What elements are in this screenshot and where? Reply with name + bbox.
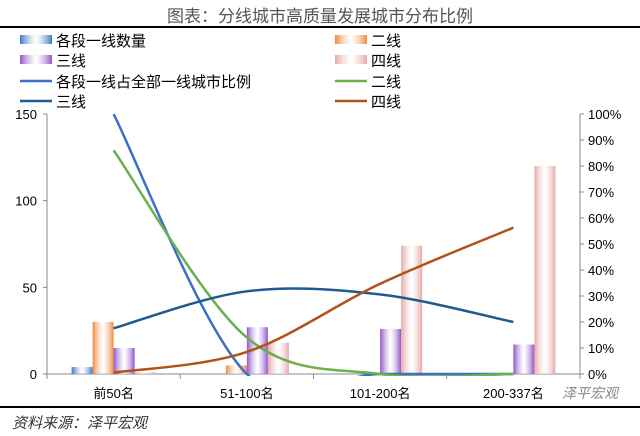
bar <box>134 372 156 374</box>
right-tick-label: 60% <box>588 211 614 226</box>
legend-label: 二线 <box>371 74 401 91</box>
legend-label: 二线 <box>371 33 401 50</box>
left-tick-label: 0 <box>30 367 37 382</box>
bar <box>380 328 402 374</box>
right-tick-label: 20% <box>588 315 614 330</box>
bar <box>401 245 423 374</box>
right-tick-label: 30% <box>588 289 614 304</box>
right-tick-label: 90% <box>588 133 614 148</box>
series-line <box>113 287 514 330</box>
left-tick-label: 150 <box>15 107 37 122</box>
source-note: 资料来源：泽平宏观 <box>12 414 148 432</box>
legend-label: 各段一线占全部一线城市比例 <box>56 73 251 91</box>
legend-label: 各段一线数量 <box>56 33 146 50</box>
legend-label: 四线 <box>371 94 401 111</box>
bar <box>513 344 535 374</box>
legend-label: 四线 <box>371 53 401 70</box>
bar <box>225 365 247 374</box>
legend-swatch <box>335 35 367 44</box>
x-tick-label: 101-200名 <box>350 386 411 401</box>
left-tick-label: 50 <box>23 280 37 295</box>
right-tick-label: 10% <box>588 341 614 356</box>
bar <box>534 166 556 374</box>
legend-label: 三线 <box>56 94 86 111</box>
right-tick-label: 0% <box>588 367 607 382</box>
bar <box>71 367 93 374</box>
legend-swatch <box>20 55 52 64</box>
watermark: 泽平宏观 <box>562 386 618 402</box>
series-line <box>113 226 514 374</box>
bar <box>92 322 114 374</box>
right-tick-label: 40% <box>588 263 614 278</box>
left-tick-label: 100 <box>15 194 37 209</box>
bar <box>246 327 268 374</box>
bottom-rule <box>0 406 640 408</box>
legend-label: 三线 <box>56 53 86 70</box>
x-tick-label: 前50名 <box>93 386 133 401</box>
x-tick-label: 200-337名 <box>483 386 544 401</box>
bar <box>113 348 135 374</box>
x-tick-label: 51-100名 <box>220 386 273 401</box>
legend-swatch <box>335 55 367 64</box>
chart-title: 图表：分线城市高质量发展城市分布比例 <box>167 7 473 27</box>
legend-swatch <box>20 35 52 44</box>
right-tick-label: 70% <box>588 185 614 200</box>
series-line <box>112 149 514 376</box>
right-tick-label: 100% <box>588 107 622 122</box>
right-tick-label: 80% <box>588 159 614 174</box>
series-line <box>112 114 514 376</box>
right-tick-label: 50% <box>588 237 614 252</box>
top-rule <box>0 26 640 28</box>
